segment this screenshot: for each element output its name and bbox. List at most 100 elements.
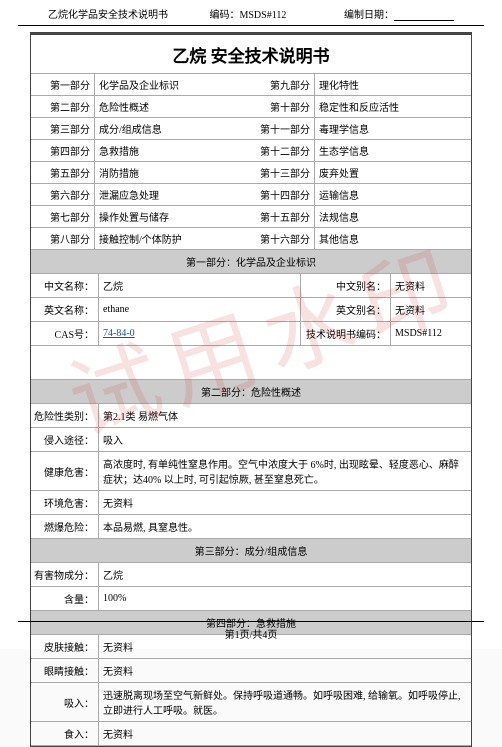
sections: 第一部分：化学品及企业标识中文名称：乙烷中文别名：无资料英文名称：ethane英… (31, 250, 471, 746)
hdr-doc: 乙烷化学品安全技术说明书 (48, 6, 209, 21)
toc-right: 第九部分理化特性第十部分稳定性和反应活性第十一部分毒理学信息第十二部分生态学信息… (251, 74, 471, 250)
label: 危险性类别： (31, 404, 99, 427)
hdr-code-l: 编码： (209, 10, 239, 21)
data-row: 有害物成分：乙烷 (31, 563, 471, 587)
toc-num: 第二部分 (31, 96, 95, 117)
data-row: CAS号： 74-84-0 技术说明书编码：MSDS#112 (31, 322, 471, 346)
data-row: 英文名称：ethane英文别名：无资料 (31, 298, 471, 322)
label: 中文别名： (301, 274, 391, 297)
value: 吸入 (99, 428, 471, 451)
toc-title: 危险性概述 (95, 99, 149, 114)
toc-num: 第十六部分 (251, 228, 315, 249)
toc-title: 稳定性和反应活性 (315, 99, 399, 114)
value: 乙烷 (99, 563, 471, 586)
toc: 第一部分化学品及企业标识第二部分危险性概述第三部分成分/组成信息第四部分急救措施… (31, 74, 471, 250)
toc-title: 其他信息 (315, 231, 359, 246)
toc-row: 第八部分接触控制/个体防护 (31, 228, 251, 250)
hdr-date-blank (394, 10, 454, 21)
toc-row: 第六部分泄漏应急处理 (31, 184, 251, 206)
toc-title: 操作处置与储存 (95, 209, 169, 224)
label: 含量： (31, 587, 99, 610)
toc-num: 第三部分 (31, 118, 95, 139)
toc-num: 第八部分 (31, 228, 95, 249)
toc-title: 急救措施 (95, 143, 139, 158)
doc-title: 乙烷 安全技术说明书 (31, 35, 471, 74)
toc-num: 第九部分 (251, 74, 315, 95)
section-header: 第一部分：化学品及企业标识 (31, 250, 471, 274)
label: 食入： (31, 722, 99, 745)
toc-num: 第一部分 (31, 74, 95, 95)
value: MSDS#112 (391, 322, 471, 345)
value: ethane (99, 298, 301, 321)
data-row: 侵入途径：吸入 (31, 428, 471, 452)
page-num: 第1页/共4页 (225, 630, 278, 641)
toc-row: 第十二部分生态学信息 (251, 140, 471, 162)
label: 英文别名： (301, 298, 391, 321)
toc-num: 第五部分 (31, 162, 95, 183)
hdr-date-l: 编制日期： (344, 10, 394, 21)
toc-row: 第二部分危险性概述 (31, 96, 251, 118)
value: 100% (99, 587, 471, 610)
toc-row: 第十部分稳定性和反应活性 (251, 96, 471, 118)
toc-row: 第十三部分废弃处置 (251, 162, 471, 184)
toc-row: 第五部分消防措施 (31, 162, 251, 184)
page: 乙烷化学品安全技术说明书 编码：MSDS#112 编制日期： 乙烷 安全技术说明… (0, 0, 502, 649)
data-row: 含量：100% (31, 587, 471, 611)
toc-num: 第六部分 (31, 184, 95, 205)
toc-title: 成分/组成信息 (95, 121, 162, 136)
value: 本品易燃, 具窒息性。 (99, 515, 471, 538)
value: 无资料 (99, 659, 471, 682)
toc-row: 第十四部分运输信息 (251, 184, 471, 206)
data-row: 健康危害：高浓度时, 有单纯性窒息作用。空气中浓度大于 6%时, 出现眩晕、轻度… (31, 452, 471, 491)
label: 吸入： (31, 683, 99, 721)
label: 英文名称： (31, 298, 99, 321)
label: 环境危害： (31, 491, 99, 514)
value: 无资料 (391, 274, 471, 297)
value: 第2.1类 易燃气体 (99, 404, 471, 427)
toc-row: 第十五部分法规信息 (251, 206, 471, 228)
label: CAS号： (31, 322, 99, 345)
label: 眼睛接触： (31, 659, 99, 682)
toc-title: 消防措施 (95, 165, 139, 180)
data-row: 环境危害：无资料 (31, 491, 471, 515)
toc-num: 第十部分 (251, 96, 315, 117)
label: 有害物成分： (31, 563, 99, 586)
toc-row: 第七部分操作处置与储存 (31, 206, 251, 228)
toc-num: 第十三部分 (251, 162, 315, 183)
label: 侵入途径： (31, 428, 99, 451)
toc-row: 第九部分理化特性 (251, 74, 471, 96)
toc-title: 接触控制/个体防护 (95, 231, 182, 246)
value: 乙烷 (99, 274, 301, 297)
gap (31, 346, 471, 380)
toc-num: 第十四部分 (251, 184, 315, 205)
label: 中文名称： (31, 274, 99, 297)
label: 技术说明书编码： (301, 322, 391, 345)
label: 燃爆危险： (31, 515, 99, 538)
data-row: 吸入：迅速脱离现场至空气新鲜处。保持呼吸道通畅。如呼吸困难, 给输氧。如呼吸停止… (31, 683, 471, 722)
value: 高浓度时, 有单纯性窒息作用。空气中浓度大于 6%时, 出现眩晕、轻度恶心、麻醉… (99, 452, 471, 490)
toc-title: 废弃处置 (315, 165, 359, 180)
toc-num: 第四部分 (31, 140, 95, 161)
value: 74-84-0 (99, 322, 301, 345)
toc-title: 法规信息 (315, 209, 359, 224)
toc-row: 第四部分急救措施 (31, 140, 251, 162)
section-header: 第三部分：成分/组成信息 (31, 539, 471, 563)
toc-title: 运输信息 (315, 187, 359, 202)
page-header: 乙烷化学品安全技术说明书 编码：MSDS#112 编制日期： (18, 0, 484, 26)
toc-title: 理化特性 (315, 77, 359, 92)
toc-title: 泄漏应急处理 (95, 187, 159, 202)
data-row: 中文名称：乙烷中文别名：无资料 (31, 274, 471, 298)
data-row: 食入：无资料 (31, 722, 471, 746)
toc-title: 生态学信息 (315, 143, 369, 158)
toc-num: 第十一部分 (251, 118, 315, 139)
hdr-code: MSDS#112 (239, 10, 286, 21)
cas-link[interactable]: 74-84-0 (103, 328, 135, 339)
value: 无资料 (99, 722, 471, 745)
value: 无资料 (99, 491, 471, 514)
toc-title: 化学品及企业标识 (95, 77, 179, 92)
toc-num: 第十二部分 (251, 140, 315, 161)
toc-row: 第十六部分其他信息 (251, 228, 471, 250)
toc-row: 第一部分化学品及企业标识 (31, 74, 251, 96)
section-header: 第二部分：危险性概述 (31, 380, 471, 404)
data-row: 危险性类别：第2.1类 易燃气体 (31, 404, 471, 428)
